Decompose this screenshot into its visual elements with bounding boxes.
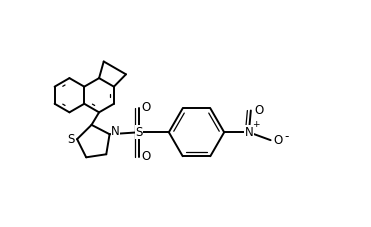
Text: +: +: [252, 120, 260, 129]
Text: S: S: [135, 126, 143, 139]
Text: S: S: [68, 133, 75, 146]
Text: N: N: [244, 126, 253, 139]
Text: N: N: [111, 125, 120, 138]
Text: O: O: [273, 134, 283, 147]
Text: O: O: [141, 101, 151, 114]
Text: O: O: [254, 104, 263, 117]
Text: O: O: [141, 151, 151, 163]
Text: -: -: [285, 130, 289, 143]
